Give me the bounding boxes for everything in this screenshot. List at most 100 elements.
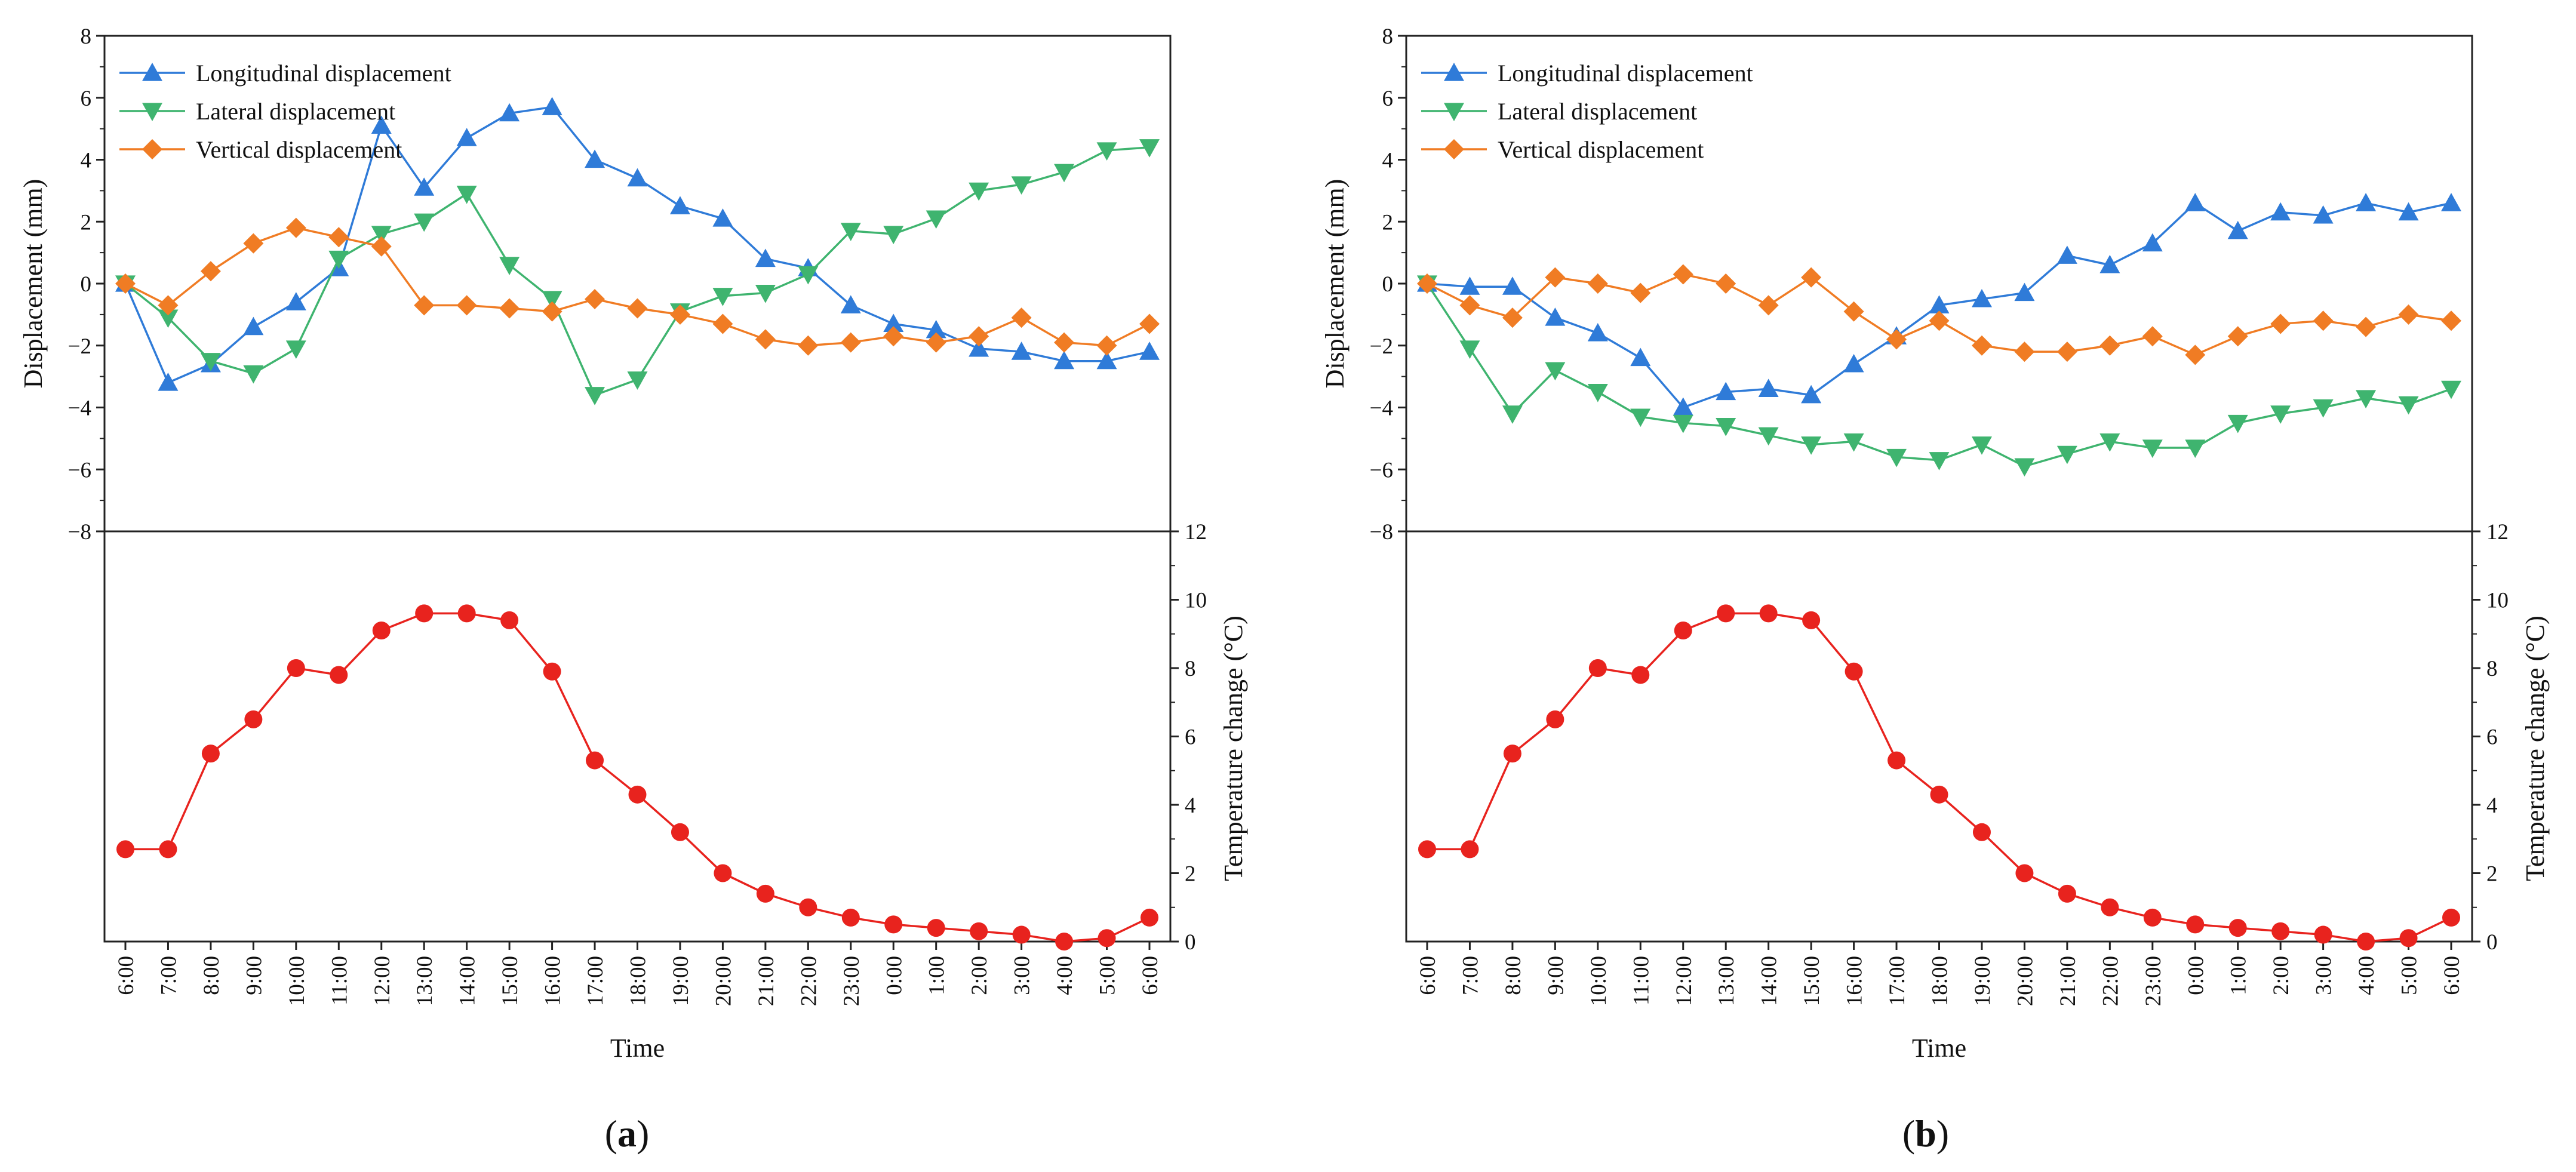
x-tick-label: 8:00 — [199, 956, 224, 995]
legend: Longitudinal displacement Lateral displac… — [119, 60, 451, 163]
data-point — [970, 922, 988, 940]
data-point — [585, 288, 605, 309]
y-axis-title-bottom: Temperature change (°C) — [1219, 616, 1248, 881]
series-line — [1427, 612, 2452, 943]
y-tick-label-bottom: 4 — [1185, 793, 1196, 818]
x-tick-label: 3:00 — [2312, 956, 2337, 995]
data-point — [1054, 164, 1075, 183]
data-point — [2186, 915, 2205, 934]
data-point — [243, 233, 264, 254]
data-point — [2441, 310, 2461, 331]
x-tick-label: 5:00 — [1096, 956, 1120, 995]
data-point — [969, 326, 989, 347]
y-tick-label-bottom: 2 — [1185, 862, 1196, 887]
data-point — [542, 301, 562, 322]
data-point — [499, 257, 520, 275]
data-point — [2271, 922, 2290, 940]
data-point — [1139, 342, 1160, 360]
data-point — [2014, 458, 2035, 477]
data-point — [1096, 142, 1117, 161]
x-tick-label: 6:00 — [1138, 956, 1163, 995]
data-point — [1502, 405, 1523, 424]
data-point — [2441, 380, 2461, 399]
data-point — [1545, 267, 1566, 288]
x-tick-label: 10:00 — [1587, 956, 1611, 1006]
data-point — [585, 387, 605, 405]
legend: Longitudinal displacement Lateral displac… — [1421, 60, 1753, 163]
data-point — [840, 223, 861, 241]
y-tick-label-bottom: 6 — [1185, 725, 1196, 750]
x-tick-label: 2:00 — [2269, 956, 2294, 995]
data-point — [414, 295, 435, 316]
x-tick-label: 2:00 — [967, 956, 992, 995]
x-tick-label: 6:00 — [2440, 956, 2464, 995]
x-tick-label: 7:00 — [156, 956, 181, 995]
data-point — [756, 884, 774, 903]
data-point — [542, 97, 562, 115]
y-tick-label-bottom: 2 — [2486, 862, 2498, 887]
data-point — [159, 840, 177, 859]
data-point — [1096, 335, 1117, 356]
data-point — [456, 295, 477, 316]
data-point — [1716, 418, 1736, 436]
data-point — [1843, 433, 1864, 452]
data-point — [1886, 329, 1907, 350]
y-tick-label-top: −6 — [1370, 458, 1393, 482]
series-lateral-displacement — [1417, 275, 2461, 477]
data-point — [1012, 925, 1031, 944]
data-point — [1587, 383, 1608, 402]
x-tick-label: 6:00 — [114, 956, 139, 995]
y-tick-label-top: 6 — [81, 87, 92, 111]
legend-label: Longitudinal displacement — [196, 60, 451, 87]
data-point — [840, 295, 861, 313]
data-point — [1758, 427, 1779, 446]
data-point — [244, 710, 263, 728]
data-point — [586, 751, 604, 770]
data-point — [201, 745, 220, 763]
data-point — [714, 864, 732, 882]
data-point — [2185, 439, 2206, 458]
data-point — [669, 196, 690, 214]
data-point — [2057, 445, 2077, 465]
x-tick-label: 18:00 — [1928, 956, 1953, 1006]
data-point — [1139, 313, 1160, 334]
data-point — [287, 659, 305, 677]
series-longitudinal-displacement — [1417, 193, 2461, 416]
data-point — [712, 288, 733, 306]
legend-label: Lateral displacement — [1498, 98, 1697, 125]
data-point — [2057, 245, 2077, 264]
data-point — [2270, 202, 2291, 221]
x-tick-label: 17:00 — [583, 956, 608, 1006]
data-point — [2442, 908, 2460, 927]
data-point — [2101, 898, 2119, 916]
data-point — [1631, 666, 1650, 684]
data-point — [2143, 908, 2162, 927]
x-tick-label: 0:00 — [2184, 956, 2208, 995]
data-point — [1971, 288, 1992, 307]
data-point — [1843, 301, 1864, 322]
x-tick-label: 17:00 — [1885, 956, 1910, 1006]
legend-label: Longitudinal displacement — [1498, 60, 1753, 87]
data-point — [1139, 139, 1160, 158]
legend-label: Vertical displacement — [196, 136, 402, 163]
y-tick-label-bottom: 12 — [1185, 520, 1207, 545]
data-point — [884, 915, 903, 934]
data-point — [2313, 205, 2334, 224]
data-point — [2313, 310, 2334, 331]
data-point — [2314, 925, 2332, 944]
y-tick-label-bottom: 0 — [2486, 930, 2498, 955]
x-tick-label: 11:00 — [327, 956, 352, 1005]
data-point — [543, 662, 561, 681]
data-point — [1502, 276, 1523, 295]
y-tick-label-bottom: 8 — [1185, 657, 1196, 681]
data-point — [158, 295, 179, 316]
data-point — [371, 236, 392, 257]
data-point — [1801, 267, 1822, 288]
data-point — [200, 261, 221, 282]
data-point — [2142, 439, 2163, 458]
data-point — [926, 210, 946, 229]
data-point — [669, 304, 690, 325]
x-tick-label: 6:00 — [1416, 956, 1440, 995]
data-point — [1843, 353, 1864, 373]
data-point — [371, 115, 392, 134]
